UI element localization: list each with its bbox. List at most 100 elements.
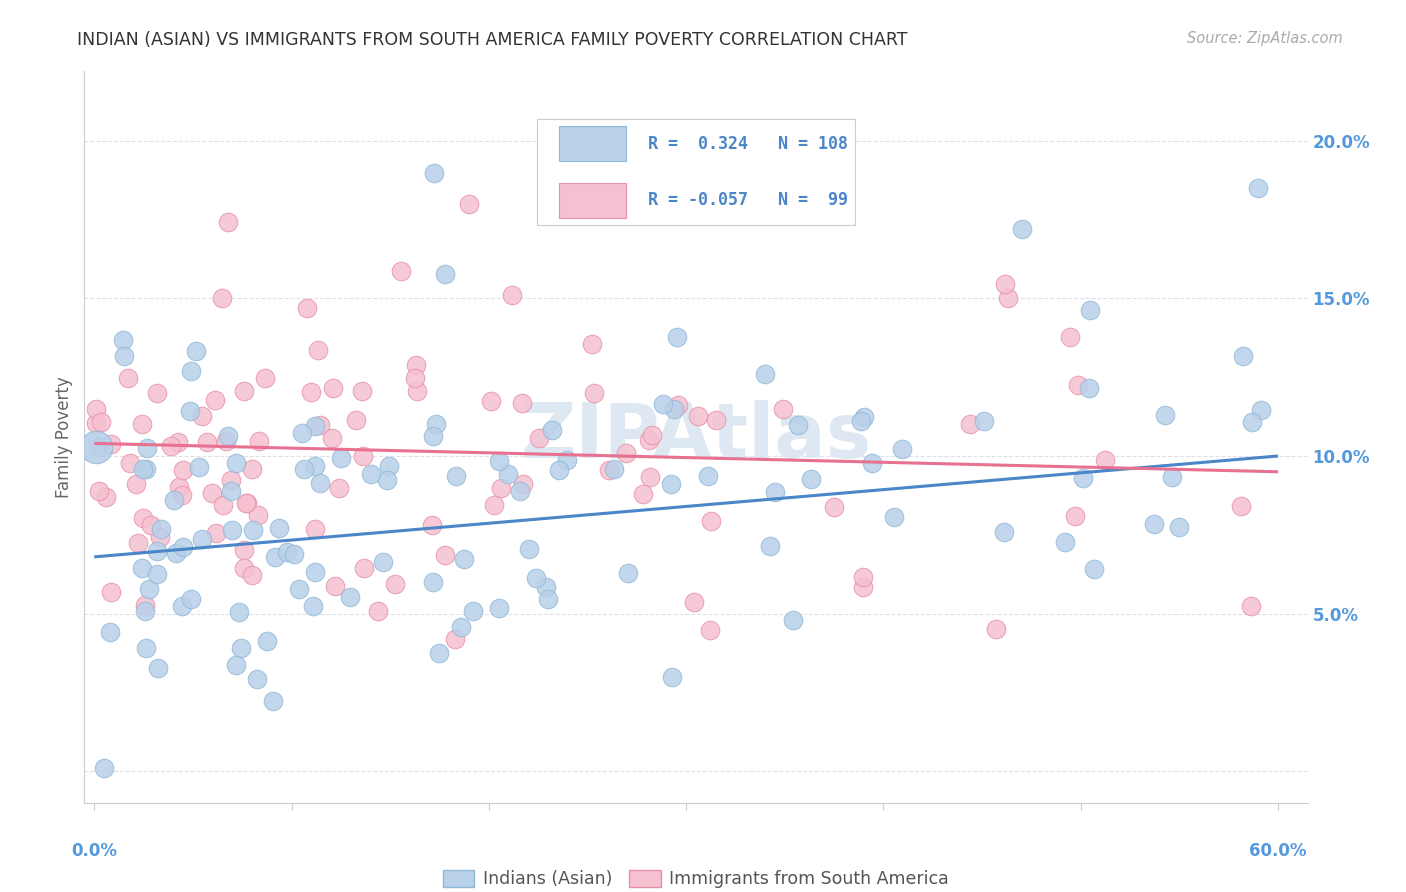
Point <box>384 577 406 591</box>
Point <box>233 561 256 575</box>
Point <box>389 264 412 278</box>
Point <box>98 624 121 639</box>
Point <box>404 371 426 385</box>
Point <box>704 413 727 427</box>
Point <box>87 440 110 454</box>
Point <box>377 473 399 487</box>
Point <box>406 384 429 398</box>
Point <box>1240 599 1263 614</box>
Point <box>529 431 551 445</box>
Point <box>131 561 153 575</box>
Point <box>1247 181 1270 195</box>
Point <box>787 418 810 433</box>
Point <box>135 640 157 655</box>
Point <box>93 761 115 775</box>
Point <box>204 392 226 407</box>
FancyBboxPatch shape <box>560 183 626 218</box>
Point <box>638 433 661 447</box>
Point <box>849 414 872 428</box>
Point <box>225 456 247 470</box>
Point <box>434 267 457 281</box>
Point <box>509 483 531 498</box>
Point <box>973 414 995 428</box>
Point <box>256 634 278 648</box>
Point <box>1083 561 1105 575</box>
Point <box>352 449 374 463</box>
Point <box>555 452 578 467</box>
Point <box>547 463 569 477</box>
Point <box>117 371 139 385</box>
Point <box>132 511 155 525</box>
Point <box>112 334 135 348</box>
Point <box>247 434 270 449</box>
Y-axis label: Family Poverty: Family Poverty <box>55 376 73 498</box>
Point <box>191 532 214 546</box>
Point <box>541 423 564 437</box>
Point <box>100 584 122 599</box>
Point <box>134 599 156 613</box>
Point <box>246 672 269 686</box>
Point <box>304 522 326 536</box>
Point <box>267 521 290 535</box>
Point <box>205 525 228 540</box>
Point <box>484 498 506 512</box>
Point <box>883 510 905 524</box>
Point <box>665 330 688 344</box>
Point <box>170 599 193 613</box>
Point <box>131 417 153 431</box>
Point <box>444 469 467 483</box>
Text: INDIAN (ASIAN) VS IMMIGRANTS FROM SOUTH AMERICA FAMILY POVERTY CORRELATION CHART: INDIAN (ASIAN) VS IMMIGRANTS FROM SOUTH … <box>77 31 908 49</box>
Point <box>1230 499 1253 513</box>
Point <box>309 475 332 490</box>
FancyBboxPatch shape <box>560 126 626 161</box>
Point <box>427 646 450 660</box>
Point <box>291 426 314 441</box>
Point <box>187 459 209 474</box>
Point <box>754 367 776 381</box>
Point <box>458 196 481 211</box>
FancyBboxPatch shape <box>537 119 855 225</box>
Point <box>292 462 315 476</box>
Point <box>524 571 547 585</box>
Point <box>1232 350 1254 364</box>
Point <box>233 543 256 558</box>
Point <box>1071 471 1094 485</box>
Point <box>491 481 513 495</box>
Point <box>112 349 135 363</box>
Point <box>195 434 218 449</box>
Point <box>288 582 311 597</box>
Point <box>149 530 172 544</box>
Point <box>353 561 375 575</box>
Point <box>172 463 194 477</box>
Point <box>127 536 149 550</box>
Point <box>328 481 350 495</box>
Point <box>134 604 156 618</box>
Point <box>602 462 624 476</box>
Point <box>851 580 873 594</box>
Point <box>661 670 683 684</box>
Point <box>163 492 186 507</box>
Point <box>221 523 243 537</box>
Point <box>1054 535 1077 549</box>
Point <box>179 404 201 418</box>
Point <box>959 417 981 431</box>
Point <box>225 657 247 672</box>
Point <box>860 456 883 470</box>
Point <box>443 632 465 647</box>
Point <box>666 398 689 412</box>
Point <box>360 467 382 481</box>
Point <box>598 463 620 477</box>
Point <box>240 462 263 476</box>
Point <box>299 384 322 399</box>
Point <box>496 467 519 482</box>
Text: ZIPAtlas: ZIPAtlas <box>520 401 872 474</box>
Point <box>201 486 224 500</box>
Point <box>219 473 242 487</box>
Point <box>638 470 661 484</box>
Point <box>686 409 709 424</box>
Point <box>800 471 823 485</box>
Point <box>322 381 344 395</box>
Point <box>537 592 560 607</box>
Point <box>1168 520 1191 534</box>
Point <box>662 402 685 417</box>
